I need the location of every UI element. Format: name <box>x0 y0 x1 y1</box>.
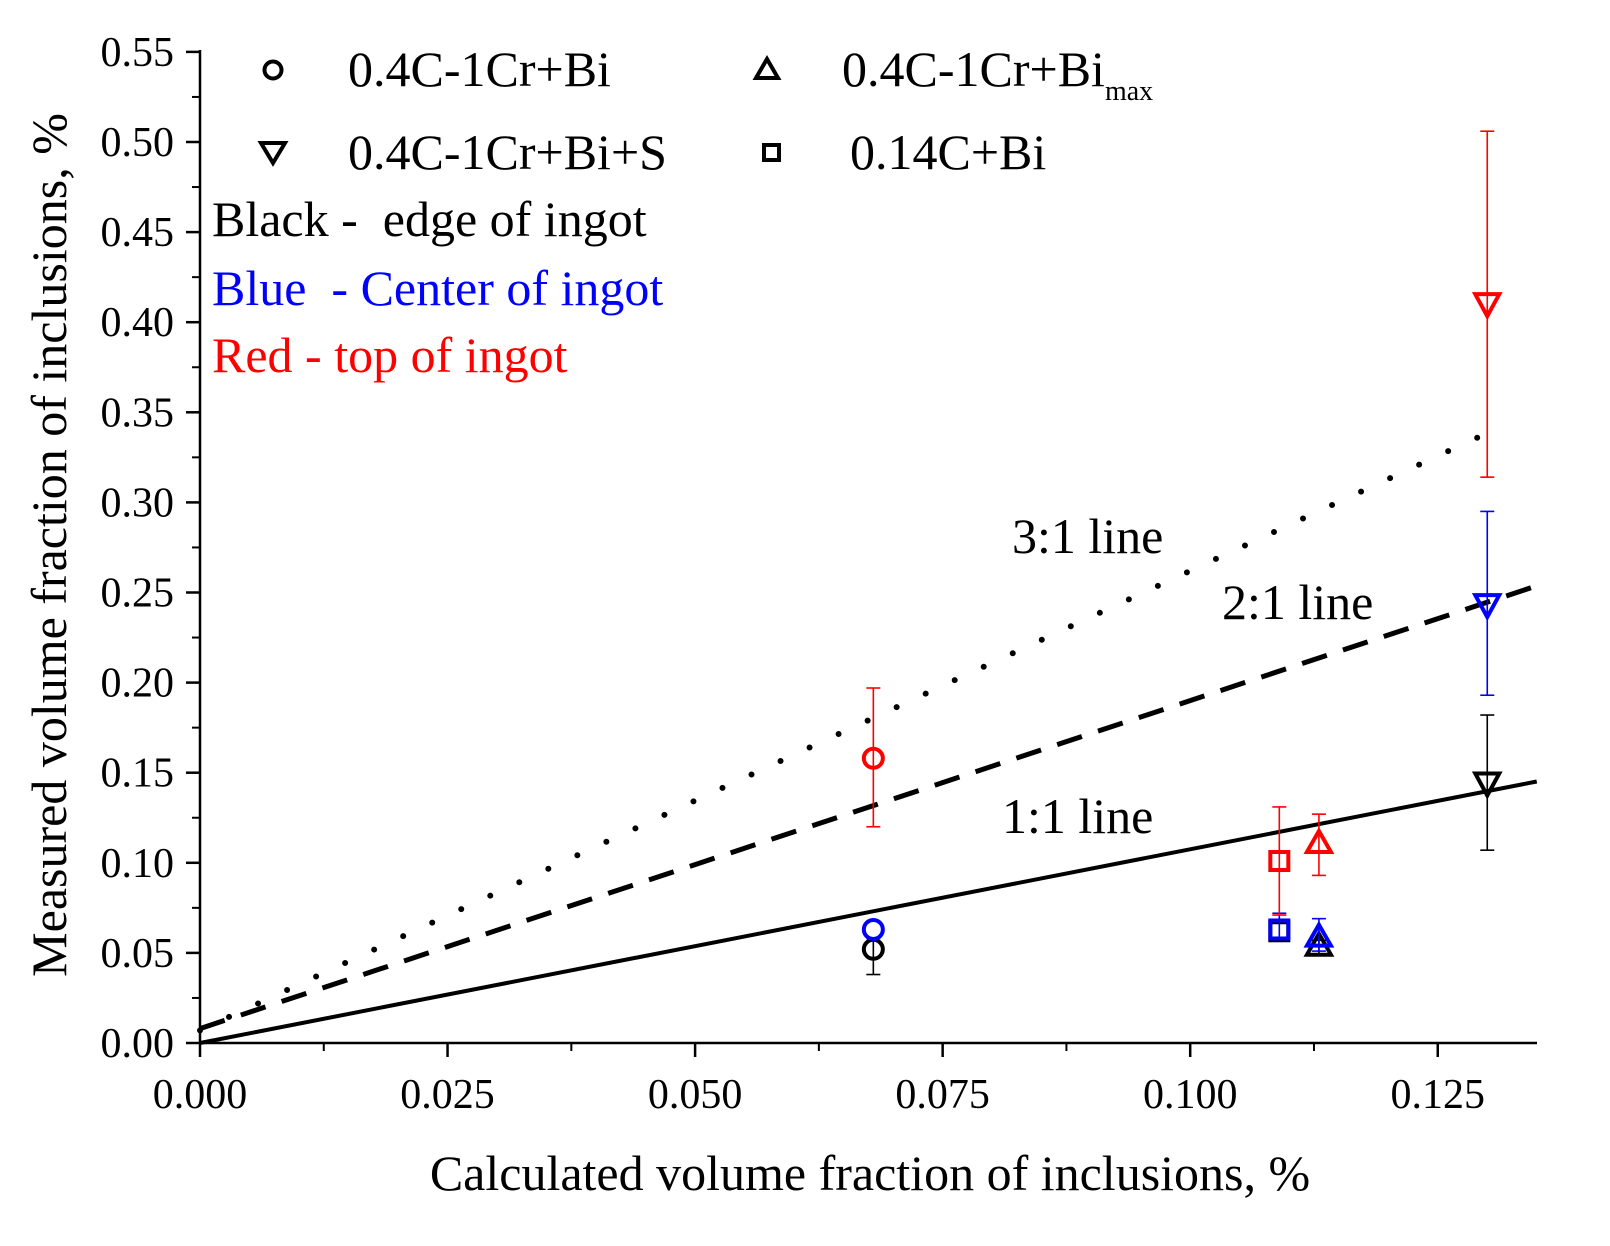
point-triangle-down-center <box>1471 593 1503 622</box>
y-tick-label-0.45: 0.45 <box>101 210 175 256</box>
ref-line-label-3to1: 3:1 line <box>1012 508 1163 564</box>
x-tick-label-0.075: 0.075 <box>895 1072 990 1118</box>
error-bar-triangle-down-edge <box>1480 714 1495 851</box>
x-tick-label-0.000: 0.000 <box>153 1072 248 1118</box>
x-tick-label-0.100: 0.100 <box>1143 1072 1238 1118</box>
legend-marker-triangle-down <box>257 141 289 167</box>
color-key-center: Blue - Center of ingot <box>212 260 663 316</box>
ref-line-label-2to1: 2:1 line <box>1222 574 1373 630</box>
y-tick-label-0.10: 0.10 <box>101 841 175 887</box>
x-axis-ticks: 0.000 0.025 0.050 0.075 0.100 0.125 <box>153 1043 1485 1118</box>
color-key: Black - edge of ingot Blue - Center of i… <box>212 191 663 383</box>
point-circle-top <box>861 746 885 770</box>
y-tick-label-0.00: 0.00 <box>101 1021 175 1067</box>
point-triangle-up-center <box>1303 920 1335 948</box>
error-bar-circle-top <box>866 687 881 828</box>
data-points <box>861 130 1503 976</box>
legend-label-triangle-down: 0.4C-1Cr+Bi+S <box>348 124 667 180</box>
legend-marker-square <box>762 143 781 162</box>
ref-line-dashed <box>199 583 1538 1031</box>
y-tick-label-0.30: 0.30 <box>101 480 175 526</box>
error-bar-triangle-down-center <box>1480 510 1495 697</box>
error-bar-triangle-up-top <box>1311 813 1326 877</box>
y-tick-label-0.05: 0.05 <box>101 931 175 977</box>
point-triangle-down-top <box>1471 292 1503 321</box>
plot-area: 0.000 0.025 0.050 0.075 0.100 0.125 0.000.050… <box>101 30 1538 1118</box>
x-tick-label-0.050: 0.050 <box>648 1072 743 1118</box>
point-triangle-down-edge <box>1471 771 1503 800</box>
legend-label-circle: 0.4C-1Cr+Bi <box>348 41 611 97</box>
y-tick-label-0.25: 0.25 <box>101 571 175 617</box>
x-tick-label-0.025: 0.025 <box>400 1072 495 1118</box>
error-bar-square-top <box>1272 806 1287 916</box>
legend-label-triangle-up: 0.4C-1Cr+Bimax <box>842 41 1153 107</box>
legend-label-triangle-up-main: 0.4C-1Cr+Bi <box>842 41 1105 97</box>
point-square-top <box>1268 849 1291 872</box>
ref-line-solid <box>199 779 1538 1045</box>
y-tick-label-0.40: 0.40 <box>101 300 175 346</box>
legend-marker-triangle-up <box>752 55 782 80</box>
point-circle-center <box>861 917 885 941</box>
ref-line-label-1to1: 1:1 line <box>1002 788 1153 844</box>
point-triangle-up-top <box>1303 826 1335 854</box>
y-tick-label-0.35: 0.35 <box>101 390 175 436</box>
y-tick-label-0.20: 0.20 <box>101 661 175 707</box>
error-bar-triangle-down-top <box>1480 130 1495 478</box>
x-tick-label-0.125: 0.125 <box>1391 1072 1486 1118</box>
color-key-top: Red - top of ingot <box>212 327 568 383</box>
legend-label-square: 0.14C+Bi <box>850 124 1046 180</box>
error-bar-square-center <box>1272 912 1287 940</box>
ref-line-dotted <box>197 425 1501 1034</box>
y-tick-label-0.15: 0.15 <box>101 751 175 797</box>
y-tick-label-0.55: 0.55 <box>101 30 175 76</box>
color-key-edge: Black - edge of ingot <box>212 191 647 247</box>
y-axis-ticks: 0.00 0.05 0.10 0.15 0.20 0.25 0.30 0.35 0.40 0.45… <box>101 30 200 1067</box>
reference-lines <box>197 425 1538 1045</box>
y-tick-label-0.50: 0.50 <box>101 120 175 166</box>
legend-label-triangle-up-subscript: max <box>1105 76 1153 107</box>
x-axis-label: Calculated volume fraction of inclusions… <box>430 1145 1310 1201</box>
legend-marker-circle <box>262 59 284 81</box>
y-axis-label: Measured volume fraction of inclusions, … <box>21 113 77 977</box>
legend: 0.4C-1Cr+Bi 0.4C-1Cr+Bimax 0.4C-1Cr+Bi+S… <box>257 41 1153 180</box>
ref-line-labels: 3:1 line 2:1 line 1:1 line <box>1002 508 1373 844</box>
point-square-center <box>1268 918 1291 941</box>
